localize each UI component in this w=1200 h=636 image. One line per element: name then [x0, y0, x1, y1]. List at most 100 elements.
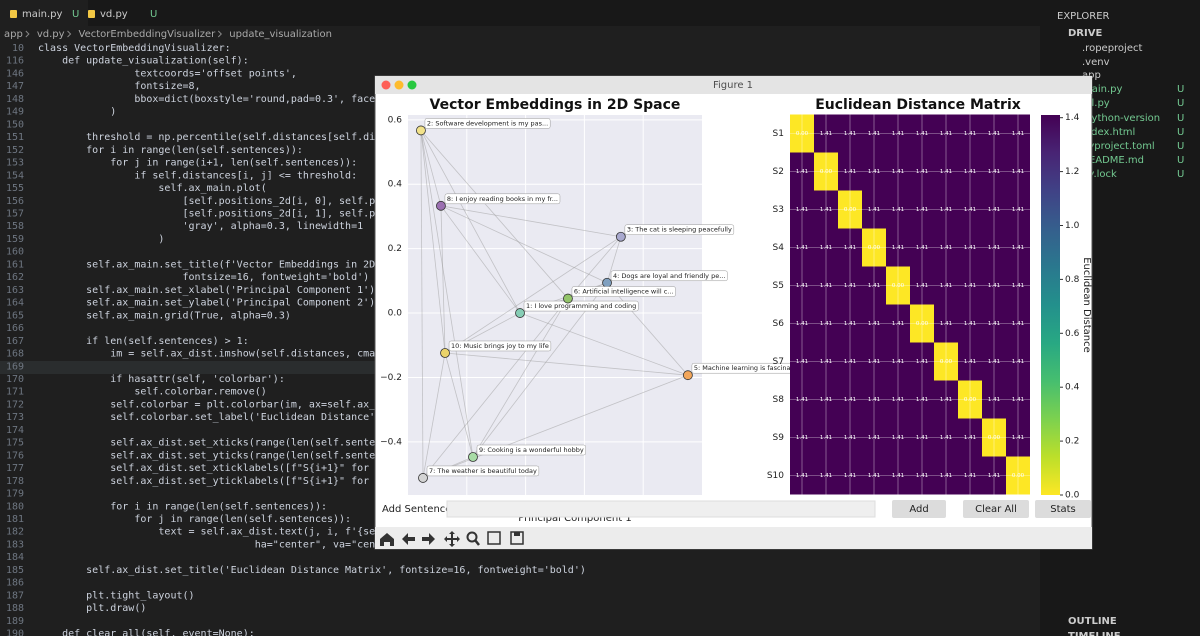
zoom-icon[interactable] [466, 531, 478, 543]
code-line: ) [38, 234, 164, 245]
row-label: S6 [773, 319, 785, 329]
similarity-edge [422, 298, 569, 479]
row-label: S8 [773, 395, 785, 405]
point[interactable] [682, 370, 693, 381]
forward-icon[interactable] [422, 533, 435, 545]
colorbar-tick-label: 0.8 [1065, 275, 1080, 285]
similarity-edge [606, 282, 689, 376]
configure-icon[interactable] [487, 531, 501, 545]
code-line: if self.distances[i, j] <= threshold: [38, 170, 357, 181]
close-button[interactable] [381, 80, 391, 90]
point[interactable] [615, 231, 626, 242]
point[interactable] [436, 200, 446, 211]
minimize-button[interactable] [394, 80, 404, 90]
point[interactable] [416, 125, 426, 136]
colorbar-tick-label: 0.4 [1065, 383, 1080, 393]
similarity-edge [422, 374, 689, 479]
row-label: S2 [773, 167, 784, 177]
row-label: S1 [773, 129, 784, 139]
button[interactable] [963, 500, 1029, 518]
line-number: 184 [6, 552, 24, 563]
file-name[interactable]: vd.py [1082, 98, 1110, 109]
breadcrumb-item[interactable]: VectorEmbeddingVisualizer [79, 29, 217, 40]
line-number: 154 [6, 170, 24, 181]
row-label: S9 [773, 433, 785, 443]
point[interactable] [468, 452, 478, 462]
similarity-edge [444, 236, 622, 354]
point[interactable] [515, 308, 525, 318]
line-number: 168 [6, 349, 24, 360]
save-icon-detail [514, 532, 520, 536]
toolbar [375, 527, 1092, 549]
tab-name[interactable]: vd.py [100, 9, 128, 20]
code-line: self.ax_main.set_title(f'Vector Embeddin… [38, 259, 423, 270]
file-name[interactable]: index.html [1082, 127, 1135, 138]
file-name[interactable]: pyproject.toml [1082, 141, 1155, 152]
code-line: bbox=dict(boxstyle='round,pad=0.3', face… [38, 94, 453, 105]
button-label: Clear All [975, 504, 1017, 515]
point[interactable] [602, 277, 612, 288]
breadcrumb-item[interactable]: app [4, 29, 23, 40]
tab-name[interactable]: main.py [22, 9, 63, 20]
point[interactable] [440, 348, 450, 358]
file-name[interactable]: README.md [1082, 155, 1144, 166]
line-number: 146 [6, 68, 24, 79]
outline-header[interactable]: OUTLINE [1068, 616, 1117, 627]
point[interactable] [563, 293, 573, 304]
sentence-input[interactable] [446, 500, 876, 518]
zoom-button[interactable] [407, 80, 417, 90]
point-label: 5: Machine learning is fascinati... [694, 364, 801, 372]
file-name[interactable]: .ropeproject [1082, 43, 1142, 54]
button[interactable] [1035, 500, 1091, 518]
point-label: 10: Music brings joy to my life [451, 342, 549, 350]
line-number: 157 [6, 208, 24, 219]
home-icon[interactable] [380, 533, 394, 546]
line-number: 170 [6, 374, 24, 385]
line-number: 149 [6, 107, 24, 118]
file-status: U [1177, 141, 1184, 152]
colorbar-tick-label: 0.2 [1065, 437, 1079, 447]
code-line: self.colorbar = plt.colorbar(im, ax=self… [38, 399, 405, 410]
file-name[interactable]: main.py [1082, 84, 1123, 95]
button-label: Stats [1050, 504, 1076, 515]
line-number: 153 [6, 158, 24, 169]
code-line: self.ax_dist.set_yticklabels([f"S{i+1}" … [38, 476, 453, 487]
code-line: ha="center", va="center", [38, 539, 405, 550]
point-label: 4: Dogs are loyal and friendly pe... [613, 272, 725, 280]
colorbar-tick-label: 1.2 [1065, 167, 1079, 177]
file-name[interactable]: .venv [1082, 57, 1110, 68]
point-label-box [571, 286, 676, 297]
line-number: 180 [6, 501, 24, 512]
similarity-edge [440, 205, 621, 238]
figure: Vector Embeddings in 2D Space 0.6 0.4 0.2 0.… [380, 97, 1092, 524]
breadcrumb-separator [25, 30, 30, 38]
line-number: 167 [6, 336, 24, 347]
point[interactable] [418, 473, 428, 483]
file-status: U [1177, 169, 1184, 180]
code-line: plt.tight_layout() [38, 590, 195, 601]
line-number: 183 [6, 539, 24, 550]
file-name[interactable]: uv.lock [1082, 169, 1117, 180]
row-label: S3 [773, 205, 784, 215]
folder-name[interactable]: DRIVE [1068, 28, 1102, 39]
file-status: U [1177, 127, 1184, 138]
file-name[interactable]: .python-version [1082, 113, 1160, 124]
code-line: plt.draw() [38, 603, 146, 614]
breadcrumb-item[interactable]: update_visualization [229, 29, 332, 40]
code-line: self.ax_main.set_xlabel('Principal Compo… [38, 285, 375, 296]
line-number: 174 [6, 425, 24, 436]
button[interactable] [892, 500, 946, 518]
code-line: if hasattr(self, 'colorbar'): [38, 374, 285, 385]
timeline-header[interactable]: TIMELINE [1068, 631, 1121, 636]
point-label-box [426, 465, 540, 477]
code-line: fontsize=8, [38, 81, 201, 92]
tab-bar [0, 0, 1040, 26]
y-tick-label: −0.4 [380, 437, 402, 447]
code-line: for j in range(len(self.sentences)): [38, 514, 351, 525]
pan-icon[interactable] [444, 531, 460, 547]
breadcrumb-item[interactable]: vd.py [37, 29, 65, 40]
file-status: U [1177, 113, 1184, 124]
line-number: 176 [6, 450, 24, 461]
code-line: text = self.ax_dist.text(j, i, f'{self.d… [38, 527, 447, 538]
back-icon[interactable] [402, 533, 415, 545]
